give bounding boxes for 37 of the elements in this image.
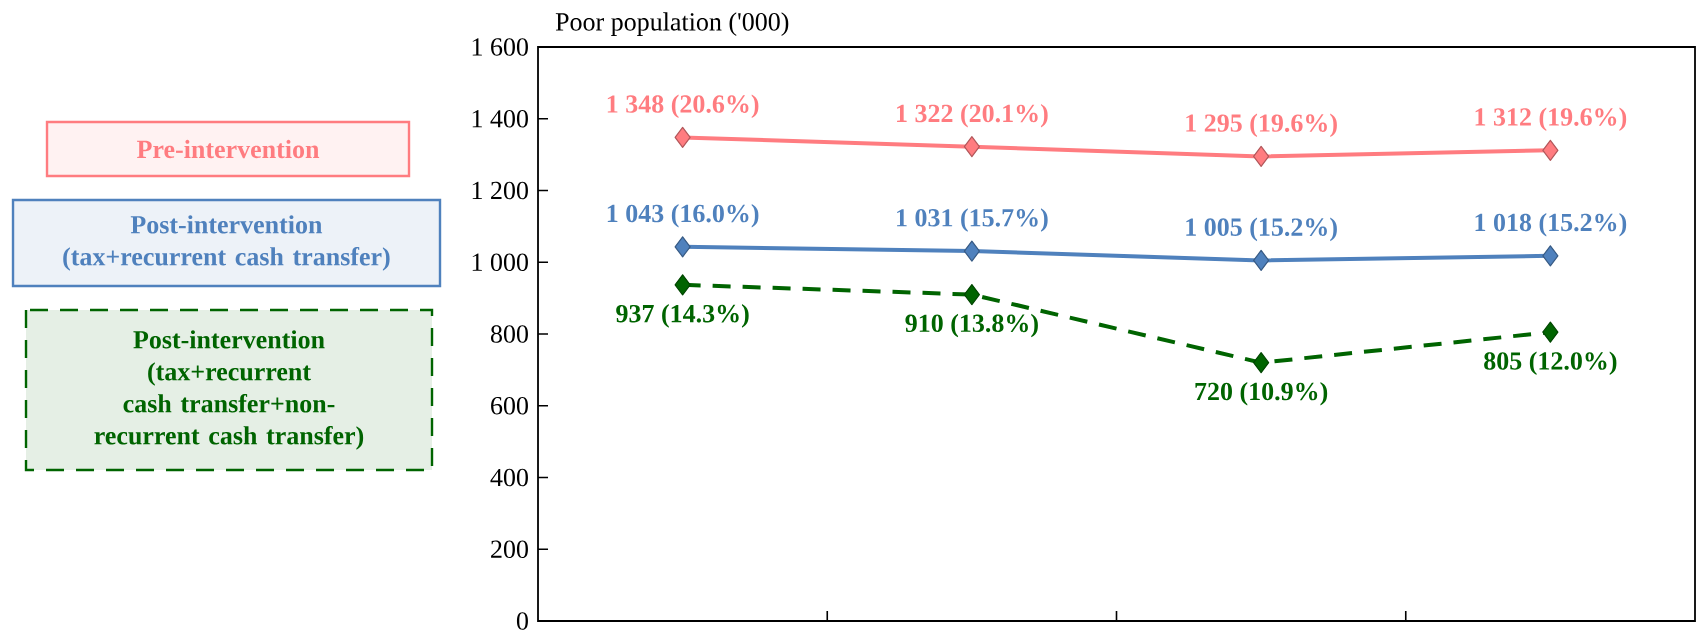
data-label: 1 348 (20.6%)	[607, 94, 759, 119]
text: Pre-intervention	[136, 139, 320, 159]
y-tick-label: 200	[491, 540, 528, 559]
y-tick-label: 1 600	[472, 38, 528, 56]
point	[1542, 245, 1559, 267]
data-label: 1 018 (15.2%)	[1475, 213, 1627, 237]
point	[674, 126, 691, 149]
point	[1253, 352, 1270, 374]
data-label: 1 043 (16.0%)	[607, 204, 759, 228]
data-label: 1 295 (19.6%)	[1186, 113, 1337, 138]
data-label: 1 031 (15.7%)	[897, 208, 1048, 232]
data-label: 937 (14.3%)	[616, 304, 749, 328]
point	[1542, 321, 1559, 343]
point	[963, 240, 980, 262]
data-label: 805 (12.0%)	[1484, 351, 1617, 376]
point	[1253, 249, 1270, 272]
data-label: 1 005 (15.2%)	[1186, 217, 1337, 242]
y-tick-label: 0	[516, 612, 528, 630]
data-label: 1 312 (19.6%)	[1475, 107, 1627, 132]
y-tick-label: 400	[490, 468, 528, 487]
y-tick-label: 1 400	[472, 110, 528, 128]
point	[1542, 139, 1559, 162]
point	[674, 274, 691, 296]
text: Post-intervention (tax+recurrent cash transfer+non-recurrent cash transfer)	[94, 330, 364, 450]
y-tick-label: 1 200	[472, 181, 528, 200]
data-label: 1 322 (20.1%)	[897, 104, 1048, 128]
y-tick-label: 800	[490, 325, 528, 343]
data-label: 720 (10.9%)	[1195, 382, 1328, 406]
y-tick-label: 1 000	[472, 253, 528, 272]
y-axis-title: Poor population ('000)	[555, 12, 789, 37]
data-label: 910 (13.8%)	[905, 313, 1038, 338]
point	[963, 136, 980, 158]
point	[1253, 145, 1270, 168]
y-tick-label: 600	[491, 397, 528, 415]
point	[674, 236, 691, 258]
text: Post-intervention (tax+recurrent cash transfer)	[63, 215, 390, 271]
point	[963, 284, 980, 306]
